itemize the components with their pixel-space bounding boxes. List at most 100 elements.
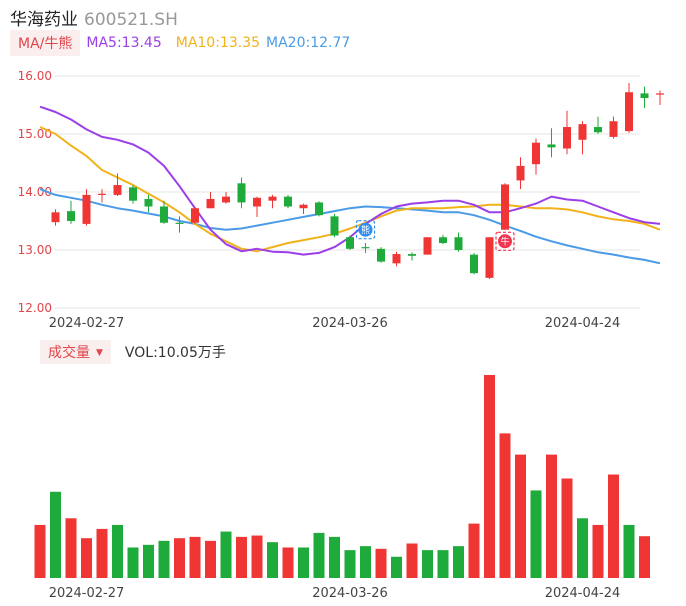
date-tick-label: 2024-03-26 (312, 586, 388, 601)
candle-body (640, 93, 649, 99)
volume-bar (313, 532, 325, 578)
candle-body (532, 142, 540, 165)
volume-bar (484, 375, 495, 578)
candle-body (346, 237, 354, 249)
candle-body (253, 197, 261, 207)
candle-body (578, 124, 587, 140)
volume-indicator-tag[interactable]: 成交量 ▼ (40, 340, 111, 364)
candle-body (454, 237, 463, 250)
candle-body (408, 254, 416, 256)
volume-bar (205, 540, 216, 578)
volume-bar (577, 518, 588, 578)
volume-bar (639, 536, 650, 578)
volume-bars (34, 375, 650, 578)
volume-bar (65, 518, 77, 578)
date-tick-label: 2024-03-26 (312, 316, 388, 331)
date-tick-label: 2024-04-24 (545, 586, 621, 601)
volume-bar (344, 550, 356, 578)
stock-code: 600521.SH (84, 10, 178, 30)
candle-body (501, 184, 509, 230)
candle-body (377, 248, 385, 262)
volume-bar (468, 523, 480, 578)
candle-body (82, 194, 91, 224)
candle-body (160, 206, 168, 223)
candle-body (625, 92, 633, 132)
volume-bar (298, 547, 309, 578)
price-grid (55, 75, 640, 309)
candle-body (237, 183, 246, 203)
candle-body (423, 237, 432, 255)
candle-body (547, 144, 556, 148)
candle-body (485, 237, 494, 278)
volume-bar (127, 547, 139, 578)
volume-bar (236, 536, 247, 578)
volume-x-axis: 2024-02-27 2024-03-26 2024-04-24 (49, 586, 621, 601)
volume-tag-label: 成交量 (48, 345, 90, 361)
ma-legend: MA/牛熊 MA5:13.45 MA10:13.35 MA20:12.77 (10, 30, 350, 56)
volume-bar (143, 544, 154, 578)
bull-marker-icon (498, 234, 512, 249)
candle-body (315, 202, 323, 216)
volume-bar (375, 548, 387, 578)
volume-bar (561, 478, 573, 578)
volume-bar (453, 546, 464, 578)
candle-body (222, 196, 230, 203)
volume-bar (360, 546, 371, 578)
candle-body (51, 212, 60, 223)
stock-title: 华海药业 600521.SH (10, 5, 178, 30)
volume-bar (189, 536, 201, 578)
volume-bar (422, 550, 433, 578)
candle-body (563, 127, 571, 149)
dropdown-arrow-icon[interactable]: ▼ (96, 348, 103, 358)
volume-bar (282, 547, 294, 578)
volume-bar (96, 528, 108, 578)
volume-bar (50, 491, 61, 578)
volume-bar (623, 524, 635, 578)
volume-bar (530, 490, 542, 578)
candle-body (284, 196, 292, 207)
candle-body (98, 193, 106, 195)
price-tick-label: 16.00 (18, 69, 52, 83)
candle-body (594, 127, 602, 133)
candle-body (299, 204, 308, 209)
candle-body (191, 208, 199, 223)
price-tick-label: 12.00 (18, 301, 52, 315)
candle-body (361, 247, 370, 249)
volume-bar (546, 454, 557, 578)
volume-bar (267, 542, 278, 578)
candle-body (330, 216, 339, 236)
ma10-value: MA10:13.35 (175, 35, 261, 51)
volume-bar (158, 540, 170, 578)
date-tick-label: 2024-02-27 (49, 316, 125, 331)
ma-indicator-tag[interactable]: MA/牛熊 (10, 30, 81, 56)
stock-name: 华海药业 (10, 10, 78, 30)
signal-markers: 熊牛 (355, 220, 515, 251)
price-tick-label: 14.00 (18, 185, 52, 199)
candle-body (470, 254, 478, 274)
candlesticks (51, 82, 664, 279)
candle-body (656, 93, 664, 95)
price-tick-label: 13.00 (18, 243, 52, 257)
candle-body (67, 211, 75, 221)
ma10-line (39, 126, 661, 253)
candle-body (175, 222, 184, 224)
bear-marker-icon (358, 222, 373, 237)
ma20-line (39, 188, 661, 265)
candle-body (113, 185, 122, 195)
volume-bar (174, 538, 185, 578)
volume-bar (515, 454, 526, 578)
volume-bar (391, 556, 402, 578)
volume-bar (592, 524, 604, 578)
volume-bar (34, 524, 46, 578)
volume-legend: 成交量 ▼ VOL:10.05万手 (40, 340, 226, 364)
candle-body (129, 187, 137, 201)
candle-body (144, 198, 153, 207)
bull-marker-label: 牛 (500, 236, 509, 248)
volume-bar (406, 543, 418, 578)
bear-marker-label: 熊 (361, 224, 370, 236)
price-axis: 16.00 15.00 14.00 13.00 12.00 (18, 69, 52, 315)
candle-body (439, 237, 447, 244)
bear-marker-frame (355, 220, 376, 240)
candle-body (392, 254, 401, 264)
